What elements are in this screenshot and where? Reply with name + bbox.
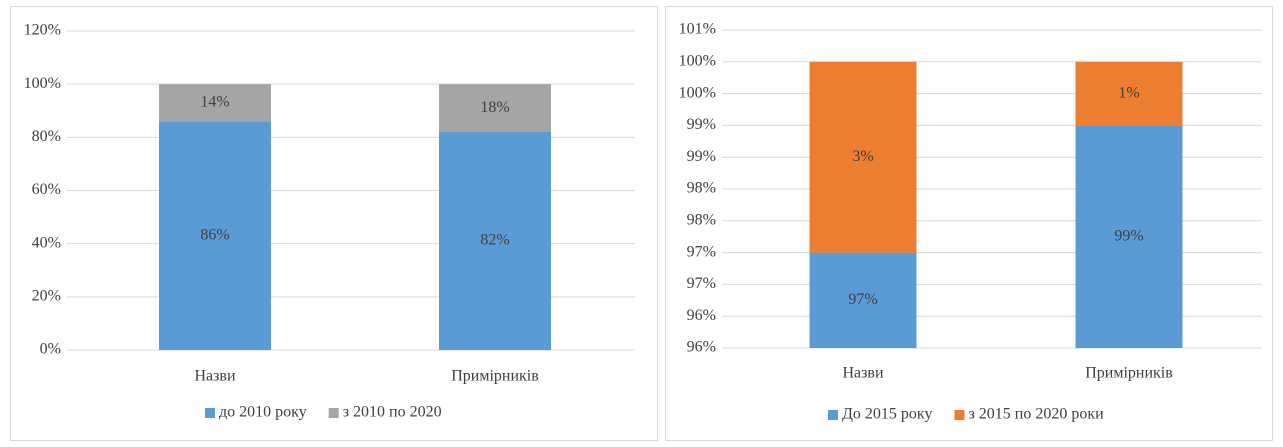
- data-label: 86%: [200, 226, 229, 243]
- x-tick-label: Назви: [842, 365, 884, 382]
- data-label: 97%: [848, 291, 877, 308]
- bar-segment: [159, 84, 271, 122]
- y-tick-label: 100%: [679, 84, 716, 101]
- y-tick-label: 97%: [687, 243, 716, 260]
- y-tick-label: 100%: [679, 52, 716, 69]
- legend-label: з 2015 по 2020 роки: [968, 406, 1104, 423]
- y-tick-label: 120%: [24, 22, 61, 39]
- y-tick-label: 80%: [32, 128, 61, 145]
- y-tick-label: 96%: [687, 339, 716, 356]
- data-label: 18%: [480, 99, 509, 116]
- bar-segment: [1075, 125, 1183, 349]
- data-label: 99%: [1114, 227, 1143, 244]
- y-tick-label: 96%: [687, 307, 716, 324]
- panel: [10, 6, 658, 441]
- y-tick-label: 100%: [24, 75, 61, 92]
- y-tick-label: 98%: [687, 180, 716, 197]
- y-tick-label: 98%: [687, 211, 716, 228]
- bar-segment: [439, 132, 551, 350]
- legend-swatch: [828, 410, 838, 420]
- data-label: 14%: [200, 93, 229, 110]
- y-tick-label: 99%: [687, 148, 716, 165]
- y-tick-label: 97%: [687, 275, 716, 292]
- x-tick-label: Назви: [194, 368, 236, 385]
- bar-segment: [159, 121, 271, 350]
- legend-label: з 2010 по 2020: [343, 404, 442, 421]
- x-tick-label: Примірників: [451, 368, 539, 385]
- legend-label: До 2015 року: [842, 406, 932, 423]
- data-label: 3%: [852, 148, 873, 165]
- y-tick-label: 40%: [32, 234, 61, 251]
- bar-segment: [439, 84, 551, 133]
- legend-swatch: [328, 408, 339, 418]
- y-tick-label: 101%: [679, 21, 716, 38]
- x-tick-label: Примірників: [1085, 365, 1173, 382]
- bar-segment: [809, 252, 917, 348]
- bar-segment: [809, 61, 917, 253]
- legend-label: до 2010 року: [219, 404, 307, 421]
- legend-swatch: [954, 410, 965, 420]
- y-tick-label: 0%: [40, 341, 61, 358]
- legend-swatch: [205, 408, 215, 418]
- data-label: 1%: [1118, 84, 1139, 101]
- y-tick-label: 60%: [32, 181, 61, 198]
- data-label: 82%: [480, 232, 509, 249]
- bar-segment: [1075, 61, 1183, 126]
- y-tick-label: 20%: [32, 288, 61, 305]
- y-tick-label: 99%: [687, 116, 716, 133]
